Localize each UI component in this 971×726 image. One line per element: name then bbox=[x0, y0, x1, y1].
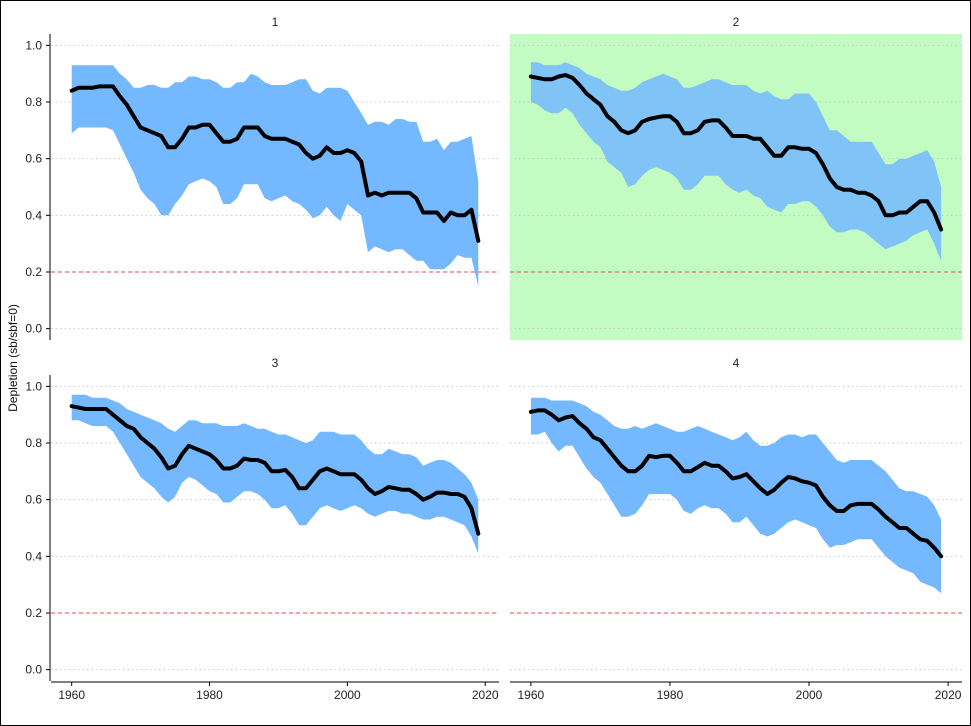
panel-3-title: 3 bbox=[272, 356, 279, 370]
panel-2-median-line bbox=[528, 73, 944, 232]
panel-4-uncertainty-band bbox=[530, 397, 942, 594]
panel-1-uncertainty-band bbox=[71, 65, 479, 287]
y-axis-label: Depletion (sb/sbf=0) bbox=[6, 304, 20, 412]
panel-3-uncertainty-band bbox=[71, 394, 479, 554]
panel-3-x-tick-label-1: 1980 bbox=[196, 688, 223, 702]
panel-3-y-tick-label-5: 1.0 bbox=[25, 379, 42, 393]
panel-3-median-line bbox=[69, 404, 481, 536]
panel-2-uncertainty-band bbox=[530, 62, 942, 261]
panel-3-x-tick-label-2: 2000 bbox=[334, 688, 361, 702]
panel-4-x-tick-label-2: 2000 bbox=[796, 688, 823, 702]
panel-1-y-tick-label-4: 0.8 bbox=[25, 95, 42, 109]
panel-3-y-tick-label-2: 0.4 bbox=[25, 549, 42, 563]
panel-3-y-tick-label-0: 0.0 bbox=[25, 663, 42, 677]
panel-4-x-tick-label-3: 2020 bbox=[935, 688, 962, 702]
panel-1-y-tick-label-5: 1.0 bbox=[25, 38, 42, 52]
panel-4-title: 4 bbox=[733, 356, 740, 370]
panel-3-x-tick-label-3: 2020 bbox=[472, 688, 499, 702]
panel-3-y-tick-label-1: 0.2 bbox=[25, 606, 42, 620]
panel-4-x-tick-label-1: 1980 bbox=[657, 688, 684, 702]
panel-2-title: 2 bbox=[733, 15, 740, 29]
panel-3-y-tick-label-3: 0.6 bbox=[25, 493, 42, 507]
panel-1-y-tick-label-2: 0.4 bbox=[25, 208, 42, 222]
panel-3-x-tick-label-0: 1960 bbox=[58, 688, 85, 702]
panel-1-y-tick-label-0: 0.0 bbox=[25, 322, 42, 336]
panel-1-title: 1 bbox=[272, 15, 279, 29]
panel-4-x-tick-label-0: 1960 bbox=[518, 688, 545, 702]
panel-4-median-line bbox=[528, 408, 944, 559]
panel-3-y-tick-label-4: 0.8 bbox=[25, 436, 42, 450]
panel-1-median-line bbox=[69, 84, 481, 243]
panel-1-y-tick-label-3: 0.6 bbox=[25, 152, 42, 166]
panel-1-y-tick-label-1: 0.2 bbox=[25, 265, 42, 279]
